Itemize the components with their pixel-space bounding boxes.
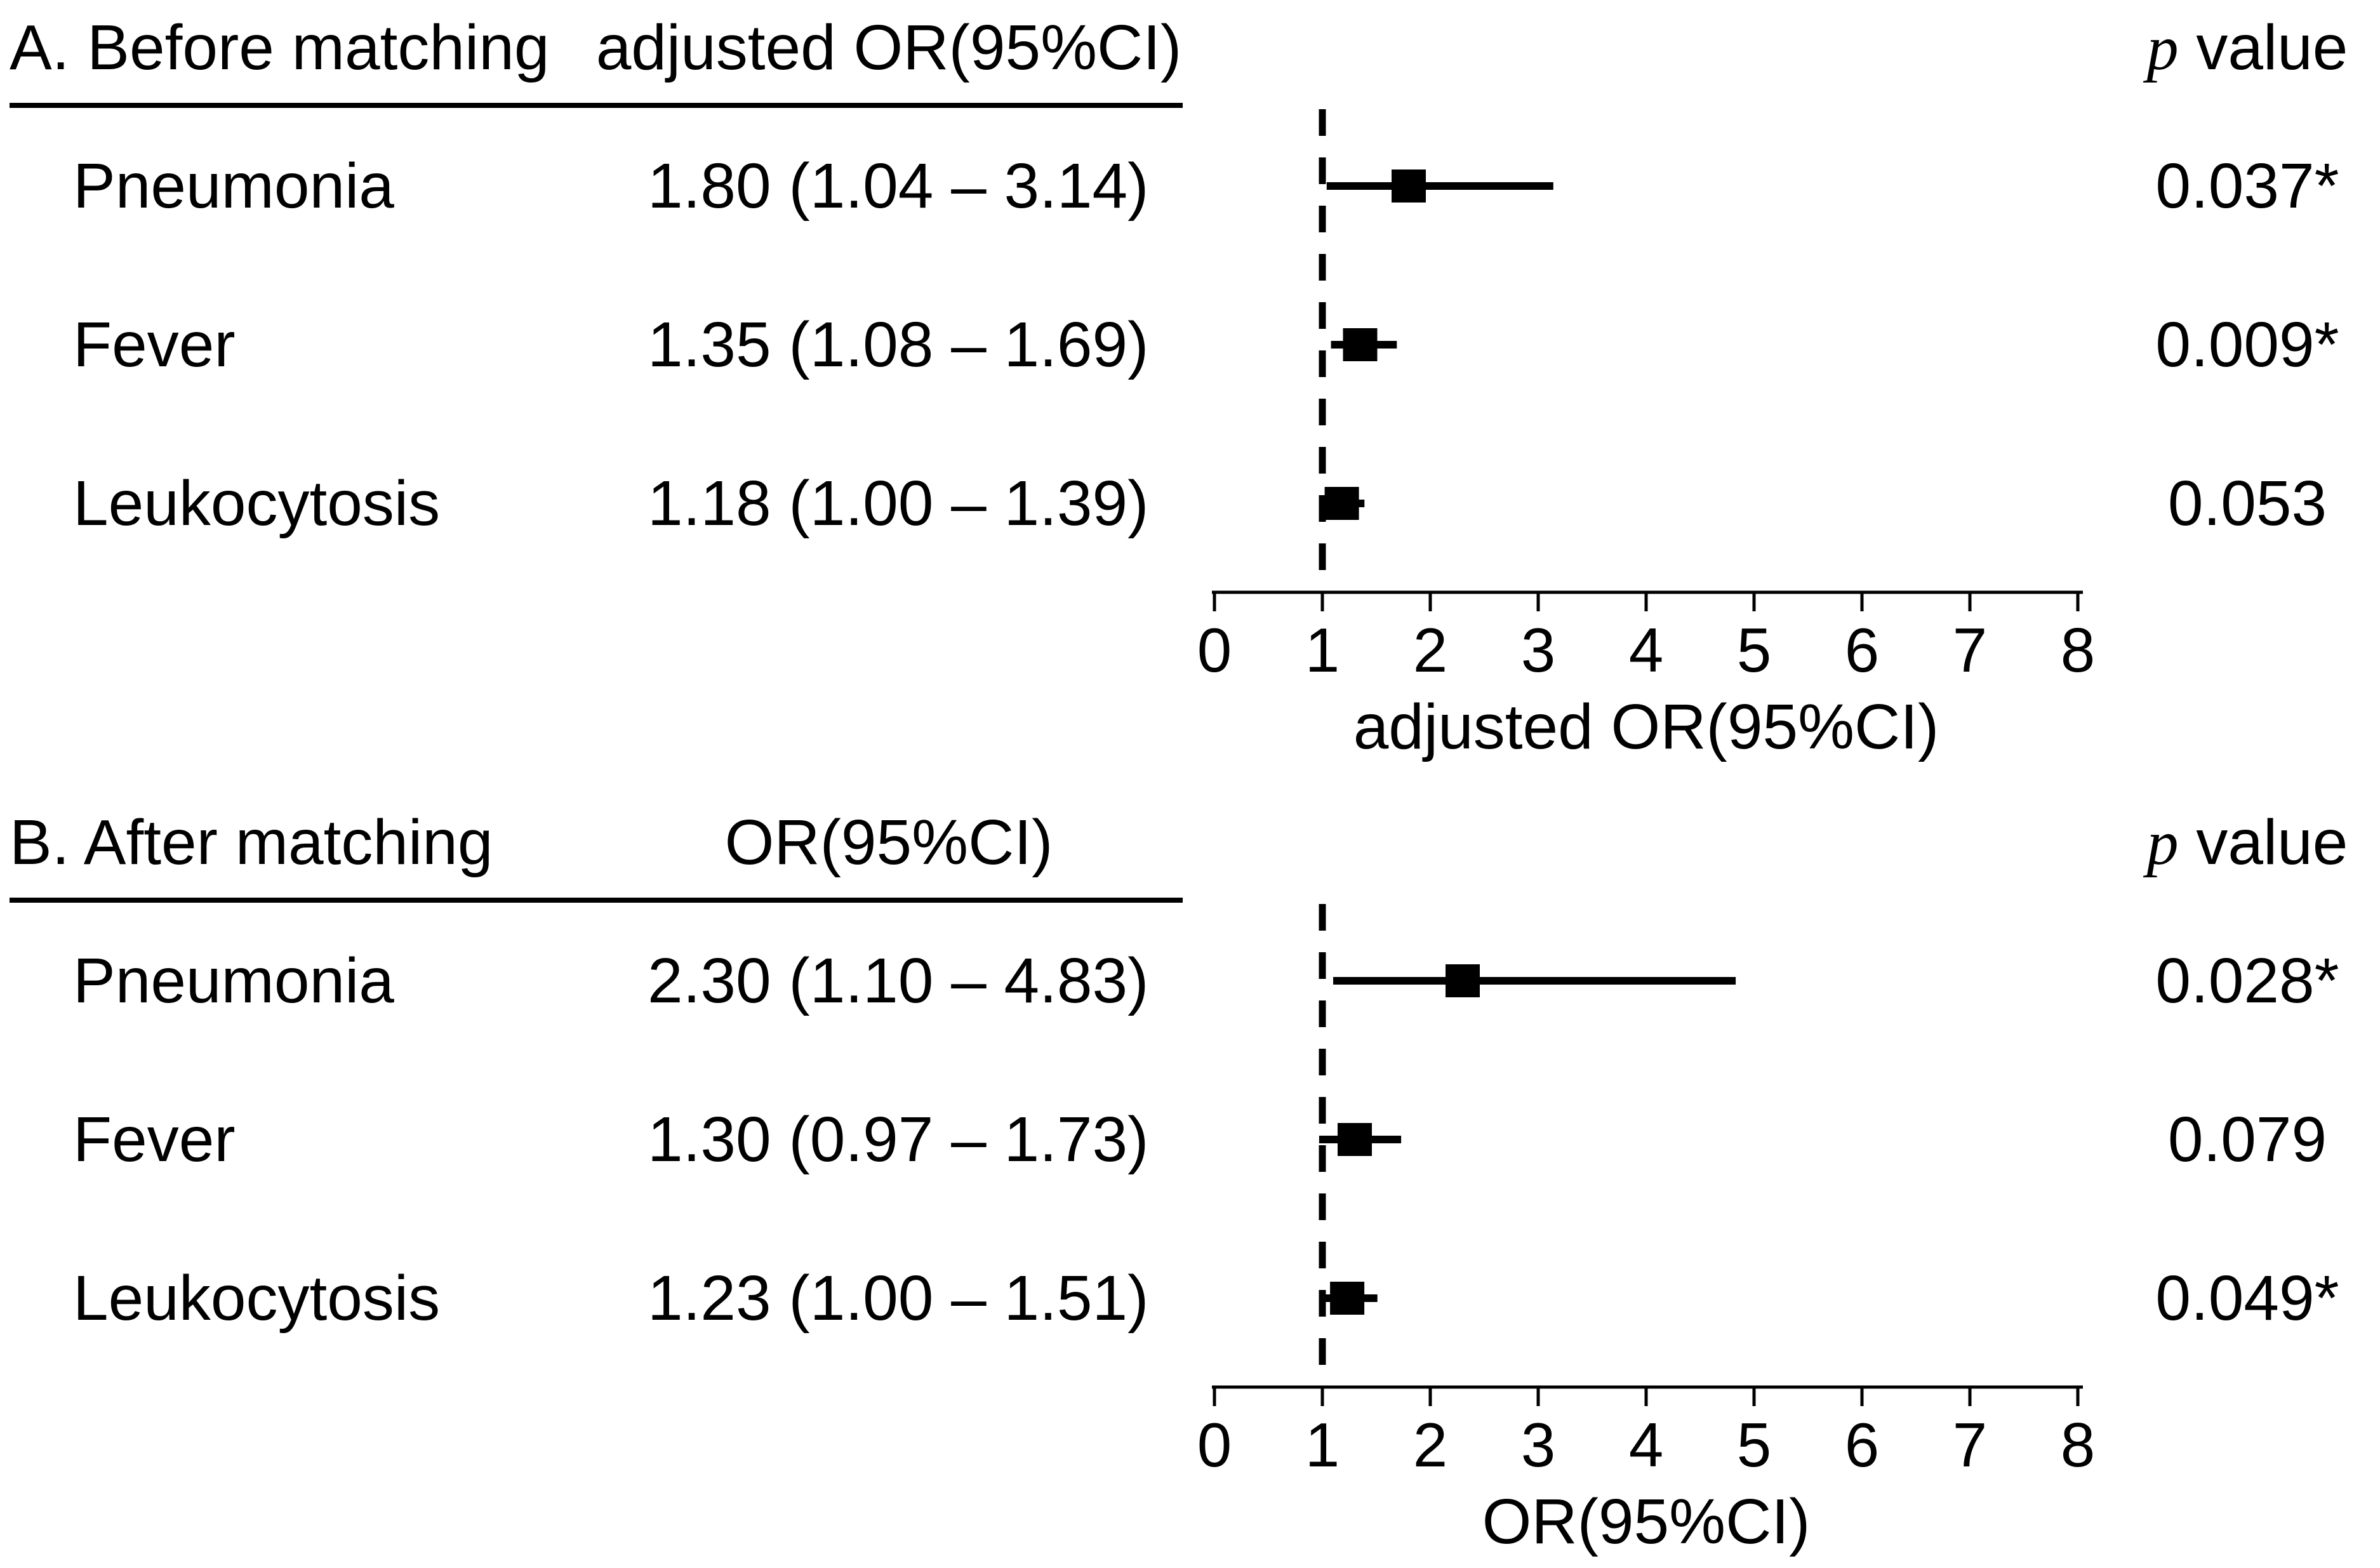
axis-tick-label: 5 xyxy=(1736,1410,1772,1480)
or-column-header: OR(95%CI) xyxy=(724,807,1053,878)
row-p-value: 0.053 xyxy=(2167,468,2327,539)
row-or-text: 1.35 (1.08 – 1.69) xyxy=(648,309,1149,380)
or-marker xyxy=(1343,328,1378,361)
row-label: Pneumonia xyxy=(73,945,394,1016)
panel-title: A. Before matching xyxy=(10,12,550,83)
or-marker xyxy=(1392,169,1426,203)
axis-tick-label: 5 xyxy=(1736,615,1772,685)
axis-tick-label: 7 xyxy=(1952,1410,1988,1480)
row-p-value: 0.028* xyxy=(2155,945,2339,1016)
row-label: Leukocytosis xyxy=(73,468,441,539)
or-marker xyxy=(1446,964,1480,997)
row-label: Pneumonia xyxy=(73,150,394,222)
pvalue-column-header: p value xyxy=(2114,806,2380,879)
x-axis-label: OR(95%CI) xyxy=(1482,1486,1811,1557)
axis-tick-label: 6 xyxy=(1844,615,1880,685)
row-p-value: 0.049* xyxy=(2155,1263,2339,1334)
axis-tick-label: 2 xyxy=(1413,1410,1448,1480)
or-marker xyxy=(1324,487,1359,520)
header-rule xyxy=(10,103,1183,108)
row-p-value: 0.037* xyxy=(2155,150,2339,222)
row-or-text: 2.30 (1.10 – 4.83) xyxy=(648,945,1149,1016)
row-label: Fever xyxy=(73,309,236,380)
row-p-value: 0.009* xyxy=(2155,309,2339,380)
axis-tick-label: 0 xyxy=(1197,1410,1232,1480)
header-rule xyxy=(10,898,1183,903)
pvalue-column-header: p value xyxy=(2114,11,2380,84)
or-marker xyxy=(1338,1123,1372,1156)
p-symbol: p xyxy=(2146,807,2179,878)
row-or-text: 1.80 (1.04 – 3.14) xyxy=(648,150,1149,222)
axis-tick-label: 2 xyxy=(1413,615,1448,685)
axis-tick-label: 4 xyxy=(1628,1410,1664,1480)
axis-tick-label: 3 xyxy=(1520,615,1556,685)
row-label: Fever xyxy=(73,1104,236,1175)
row-p-value: 0.079 xyxy=(2167,1104,2327,1175)
axis-tick-label: 7 xyxy=(1952,615,1988,685)
axis-tick-label: 4 xyxy=(1628,615,1664,685)
axis-tick-label: 8 xyxy=(2060,615,2096,685)
row-or-text: 1.23 (1.00 – 1.51) xyxy=(648,1263,1149,1334)
row-or-text: 1.30 (0.97 – 1.73) xyxy=(648,1104,1149,1175)
or-marker xyxy=(1330,1282,1365,1315)
row-or-text: 1.18 (1.00 – 1.39) xyxy=(648,468,1149,539)
x-axis-label: adjusted OR(95%CI) xyxy=(1353,691,1939,762)
p-symbol: p xyxy=(2146,13,2179,83)
row-label: Leukocytosis xyxy=(73,1263,441,1334)
pvalue-header-text: value xyxy=(2178,807,2348,878)
axis-tick-label: 1 xyxy=(1305,615,1340,685)
axis-tick-label: 3 xyxy=(1520,1410,1556,1480)
axis-tick-label: 6 xyxy=(1844,1410,1880,1480)
axis-tick-label: 0 xyxy=(1197,615,1232,685)
axis-tick-label: 8 xyxy=(2060,1410,2096,1480)
or-column-header: adjusted OR(95%CI) xyxy=(595,12,1182,83)
panel-title: B. After matching xyxy=(10,807,493,878)
pvalue-header-text: value xyxy=(2178,12,2348,83)
axis-tick-label: 1 xyxy=(1305,1410,1340,1480)
